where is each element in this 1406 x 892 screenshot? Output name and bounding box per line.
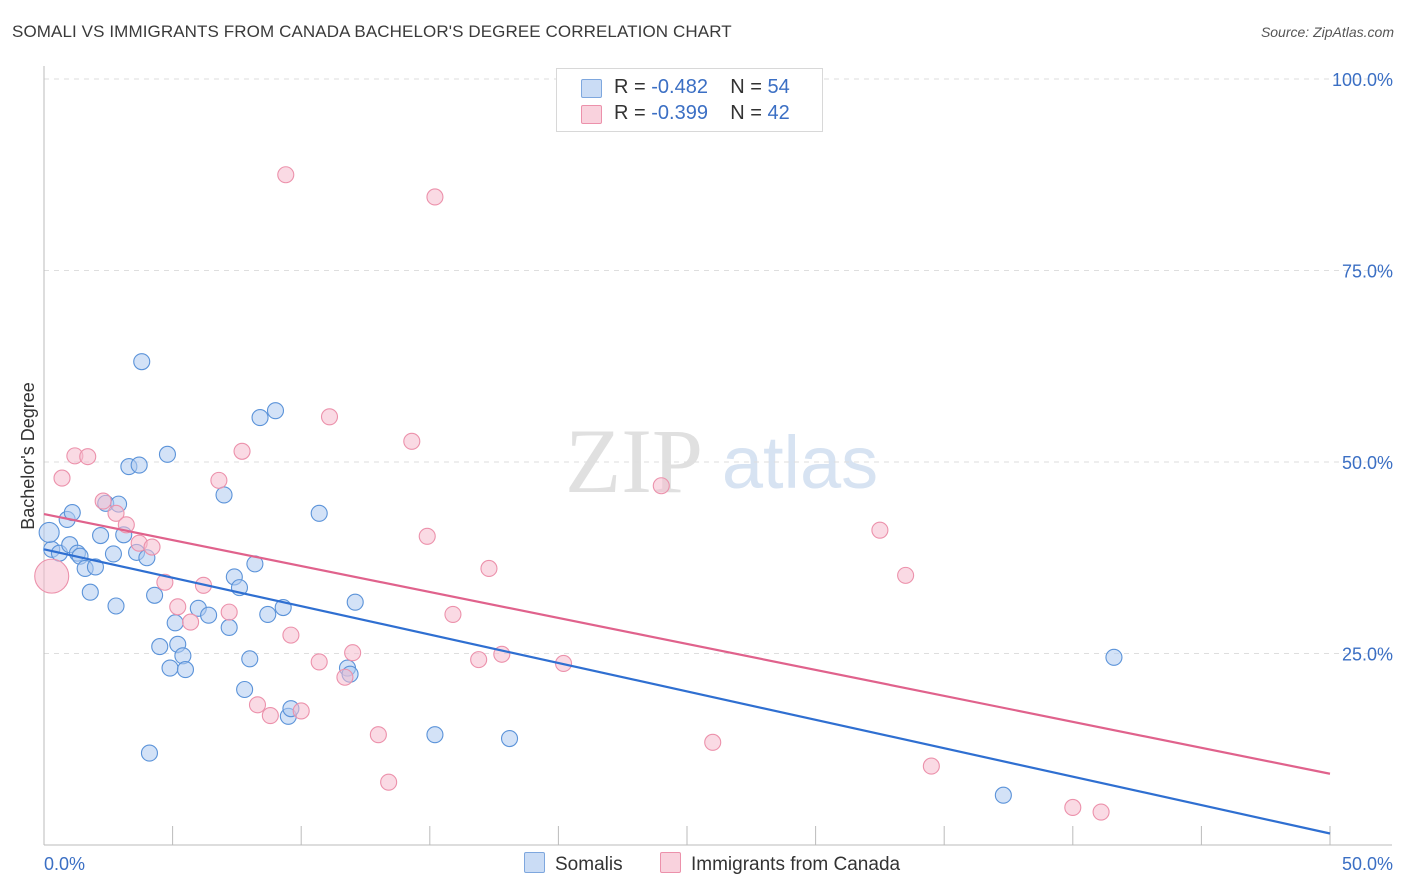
- point-canada: [79, 448, 97, 466]
- point-somalis: [236, 680, 254, 699]
- legend-r-label: R =: [614, 102, 646, 124]
- point-somalis: [200, 606, 218, 624]
- point-somalis: [130, 456, 148, 474]
- legend-n-value: 54: [767, 76, 790, 98]
- point-somalis: [174, 647, 192, 665]
- point-canada: [871, 521, 889, 539]
- point-somalis: [161, 659, 179, 677]
- legend-n-value: 42: [767, 102, 790, 124]
- point-somalis: [259, 605, 277, 623]
- point-canada: [261, 706, 279, 725]
- point-somalis: [220, 618, 238, 637]
- point-somalis: [81, 583, 99, 601]
- y-axis-title: Bachelor's Degree: [18, 382, 38, 530]
- point-canada: [426, 188, 444, 206]
- point-somalis: [426, 726, 444, 744]
- point-canada: [233, 442, 251, 460]
- point-canada: [380, 773, 398, 791]
- x-tick-label: 0.0%: [44, 854, 85, 874]
- point-canada: [143, 538, 161, 556]
- point-canada: [34, 558, 70, 594]
- legend-n-label: N =: [730, 76, 762, 98]
- point-somalis: [140, 744, 159, 762]
- point-somalis: [158, 445, 177, 463]
- point-somalis: [1105, 648, 1123, 666]
- legend-r-label: R =: [614, 76, 646, 98]
- bottom-legend-canada: Immigrants from Canada: [660, 852, 900, 876]
- trendline-canada: [43, 513, 1331, 775]
- stats-legend: R = -0.482 N = 54 R = -0.399 N = 42: [556, 68, 823, 132]
- point-canada: [403, 432, 421, 450]
- point-canada: [922, 757, 940, 775]
- chart-title: SOMALI VS IMMIGRANTS FROM CANADA BACHELO…: [12, 22, 732, 41]
- point-somalis: [251, 409, 269, 427]
- y-tick-label: 50.0%: [1342, 453, 1393, 473]
- y-tick-label: 25.0%: [1342, 645, 1393, 665]
- x-tick-label: 50.0%: [1342, 854, 1393, 874]
- point-somalis: [133, 353, 151, 371]
- point-somalis: [151, 638, 169, 656]
- point-canada: [652, 477, 670, 495]
- point-canada: [182, 613, 200, 631]
- point-somalis: [310, 504, 328, 522]
- point-somalis: [86, 558, 104, 576]
- point-somalis: [241, 650, 259, 668]
- point-canada: [336, 668, 354, 686]
- legend-n-label: N =: [730, 102, 762, 124]
- point-somalis: [176, 661, 195, 679]
- point-canada: [277, 166, 295, 184]
- point-canada: [169, 598, 187, 616]
- point-canada: [444, 605, 462, 623]
- y-tick-label: 75.0%: [1342, 262, 1393, 282]
- point-canada: [1064, 798, 1082, 817]
- point-canada: [470, 651, 488, 669]
- bottom-legend-label-somalis: Somalis: [555, 854, 623, 875]
- bottom-legend-swatch-somalis: [524, 852, 545, 873]
- point-canada: [107, 504, 125, 522]
- watermark-zip: ZIP: [565, 410, 703, 512]
- legend-swatch-canada: [581, 105, 602, 124]
- point-canada: [704, 733, 722, 751]
- point-somalis: [92, 526, 110, 545]
- point-somalis: [104, 545, 122, 563]
- point-somalis: [500, 729, 519, 748]
- point-canada: [418, 527, 436, 545]
- point-canada: [480, 559, 498, 578]
- point-somalis: [38, 521, 60, 544]
- point-canada: [292, 702, 310, 720]
- y-tick-label: 100.0%: [1332, 70, 1393, 90]
- point-somalis: [107, 597, 125, 615]
- point-canada: [53, 469, 71, 487]
- point-somalis: [994, 786, 1012, 804]
- bottom-legend-somalis: Somalis: [524, 852, 623, 876]
- bottom-legend-swatch-canada: [660, 852, 681, 873]
- legend-swatch-somalis: [581, 79, 602, 98]
- legend-r-value: -0.482: [651, 76, 708, 98]
- point-canada: [248, 696, 267, 714]
- point-canada: [156, 573, 174, 591]
- point-canada: [220, 603, 238, 621]
- legend-r-value: -0.399: [651, 102, 708, 124]
- point-canada: [94, 492, 112, 510]
- point-somalis: [266, 402, 285, 420]
- point-canada: [369, 726, 387, 744]
- point-somalis: [215, 486, 233, 504]
- point-canada: [344, 644, 362, 662]
- point-somalis: [166, 614, 184, 632]
- point-canada: [897, 566, 915, 584]
- point-canada: [320, 408, 339, 426]
- point-canada: [282, 626, 300, 644]
- point-canada: [210, 471, 228, 489]
- trendline-somalis: [43, 548, 1331, 835]
- point-somalis: [346, 593, 364, 611]
- point-canada: [310, 653, 328, 671]
- point-somalis: [146, 586, 164, 604]
- point-canada: [1092, 803, 1110, 821]
- bottom-legend-label-canada: Immigrants from Canada: [691, 854, 901, 875]
- source-label: Source: ZipAtlas.com: [1260, 24, 1394, 40]
